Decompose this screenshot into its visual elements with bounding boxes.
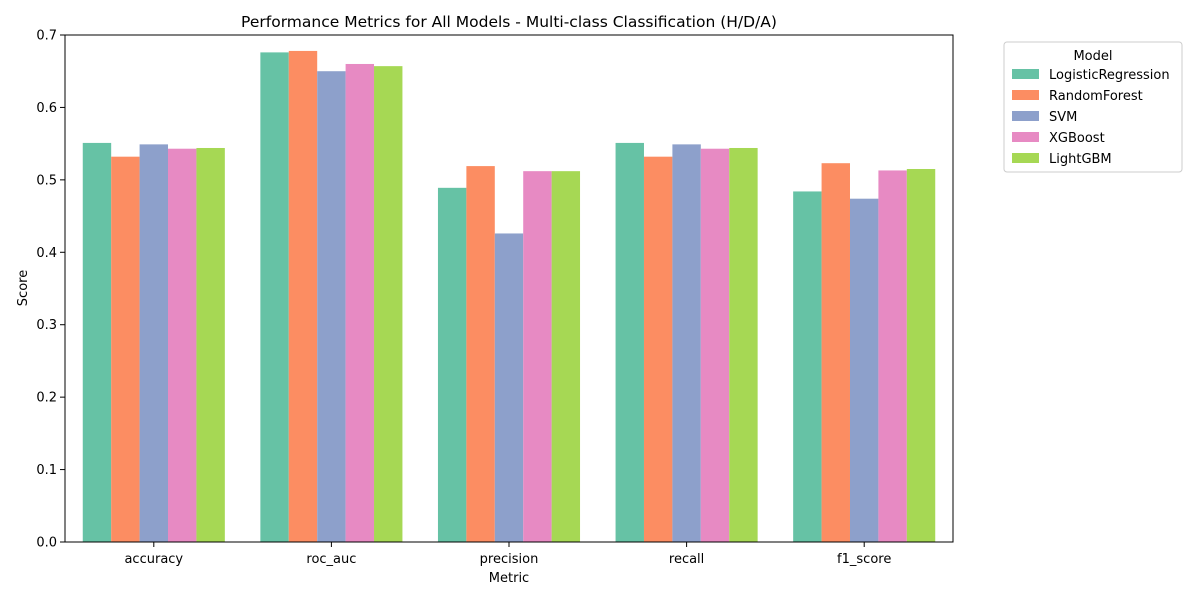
x-axis-label: Metric [489, 571, 529, 586]
y-tick-label: 0.4 [36, 246, 57, 261]
x-tick-label: roc_auc [306, 552, 356, 567]
bar-precision-SVM [494, 233, 524, 542]
legend-swatch-SVM [1012, 111, 1039, 121]
x-axis: accuracy roc_auc precision recall f1_score [124, 542, 891, 567]
y-tick-label: 0.6 [36, 101, 57, 116]
bar-recall-RandomForest [643, 156, 673, 542]
x-tick-label: accuracy [124, 552, 183, 567]
legend-swatch-LightGBM [1012, 153, 1039, 163]
bar-f1_score-SVM [849, 198, 879, 542]
bar-f1_score-XGBoost [878, 170, 907, 543]
x-tick-label: f1_score [837, 552, 891, 567]
legend-swatch-XGBoost [1012, 132, 1039, 142]
legend-swatch-RandomForest [1012, 90, 1039, 100]
y-axis-label: Score [16, 270, 31, 306]
y-tick-label: 0.7 [36, 29, 57, 44]
bar-roc_auc-LogisticRegression [260, 52, 289, 542]
x-tick-label: recall [669, 552, 704, 567]
legend-frame [1003, 41, 1183, 173]
bar-accuracy-RandomForest [111, 156, 140, 542]
legend-items: LogisticRegression RandomForest SVM XGBoost… [1012, 68, 1170, 167]
bar-recall-LightGBM [729, 147, 758, 542]
bar-roc_auc-XGBoost [345, 63, 375, 542]
bar-precision-LogisticRegression [437, 187, 467, 542]
chart-title: Performance Metrics for All Models - Mul… [241, 13, 777, 31]
bar-recall-SVM [672, 144, 701, 543]
bar-precision-XGBoost [523, 171, 552, 542]
legend-swatch-LogisticRegression [1012, 69, 1039, 79]
bar-accuracy-LightGBM [196, 147, 225, 542]
y-tick-label: 0.1 [36, 463, 57, 478]
bar-roc_auc-LightGBM [374, 66, 403, 542]
bar-f1_score-LightGBM [906, 168, 936, 542]
y-axis: 0.0 0.1 0.2 0.3 0.4 0.5 0.6 0.7 [36, 29, 65, 551]
legend-label-RandomForest: RandomForest [1049, 89, 1143, 104]
legend-title: Model [1073, 49, 1112, 64]
bar-roc_auc-SVM [317, 71, 346, 542]
bar-accuracy-XGBoost [168, 148, 197, 542]
bar-recall-LogisticRegression [615, 142, 644, 542]
bar-recall-XGBoost [700, 148, 730, 542]
bar-accuracy-SVM [139, 144, 169, 543]
bar-f1_score-RandomForest [821, 163, 850, 542]
bar-roc_auc-RandomForest [288, 50, 318, 542]
legend-label-XGBoost: XGBoost [1049, 131, 1105, 146]
legend: Model LogisticRegression RandomForest SVM X… [1003, 41, 1183, 173]
bar-precision-LightGBM [551, 171, 581, 542]
y-tick-label: 0.0 [36, 536, 57, 551]
bar-accuracy-LogisticRegression [82, 142, 112, 542]
x-tick-label: precision [480, 552, 539, 567]
bars-layer [82, 50, 936, 543]
bar-precision-RandomForest [466, 166, 495, 543]
legend-label-LogisticRegression: LogisticRegression [1049, 68, 1170, 83]
legend-label-LightGBM: LightGBM [1049, 152, 1112, 167]
bar-f1_score-LogisticRegression [793, 191, 822, 542]
y-tick-label: 0.5 [36, 173, 57, 188]
y-tick-label: 0.2 [36, 391, 57, 406]
y-tick-label: 0.3 [36, 318, 57, 333]
legend-label-SVM: SVM [1049, 110, 1077, 125]
